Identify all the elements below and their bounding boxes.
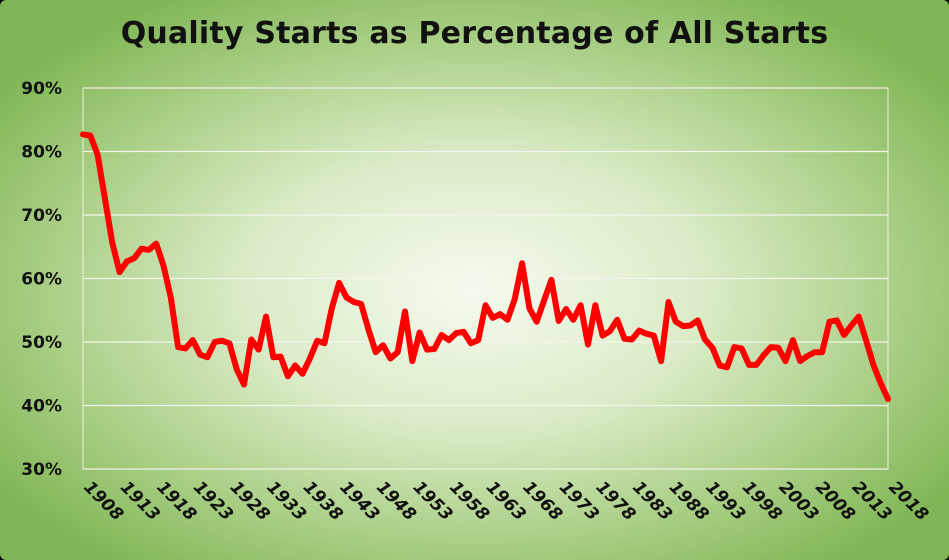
x-tick-label: 1928 — [226, 477, 274, 525]
x-tick-label: 1953 — [409, 477, 457, 525]
y-tick-label: 30% — [21, 460, 62, 480]
x-tick-label: 1913 — [116, 477, 164, 525]
x-tick-label: 1973 — [555, 477, 603, 525]
y-tick-label: 50% — [21, 333, 62, 353]
x-tick-label: 1958 — [445, 477, 493, 525]
x-tick-label: 1938 — [299, 477, 347, 525]
x-axis-ticks: 1908191319181923192819331938194319481953… — [79, 477, 932, 525]
x-tick-label: 2008 — [811, 477, 859, 525]
chart-title: Quality Starts as Percentage of All Star… — [120, 16, 829, 51]
x-tick-label: 2003 — [775, 477, 823, 525]
y-tick-label: 80% — [21, 143, 62, 163]
y-axis-ticks: 30% 40% 50% 60% 70% 80% 90% — [21, 79, 62, 480]
y-tick-label: 60% — [21, 270, 62, 290]
x-tick-label: 1948 — [372, 477, 420, 525]
x-tick-label: 1968 — [519, 477, 567, 525]
x-tick-label: 1923 — [189, 477, 237, 525]
y-tick-label: 70% — [21, 206, 62, 226]
x-tick-label: 1963 — [482, 477, 530, 525]
x-tick-label: 1978 — [592, 477, 640, 525]
x-tick-label: 1918 — [153, 477, 201, 525]
x-tick-label: 1993 — [702, 477, 750, 525]
series-line — [80, 131, 891, 403]
x-tick-label: 1908 — [79, 477, 127, 525]
gridlines — [83, 87, 888, 470]
x-tick-label: 1998 — [738, 477, 786, 525]
y-tick-label: 90% — [21, 79, 62, 99]
x-tick-label: 1943 — [336, 477, 384, 525]
x-tick-label: 2013 — [848, 477, 896, 525]
x-tick-label: 2018 — [884, 477, 932, 525]
plot-area — [82, 87, 889, 470]
x-tick-label: 1933 — [262, 477, 310, 525]
x-tick-label: 1983 — [628, 477, 676, 525]
x-tick-label: 1988 — [665, 477, 713, 525]
y-tick-label: 40% — [21, 397, 62, 417]
